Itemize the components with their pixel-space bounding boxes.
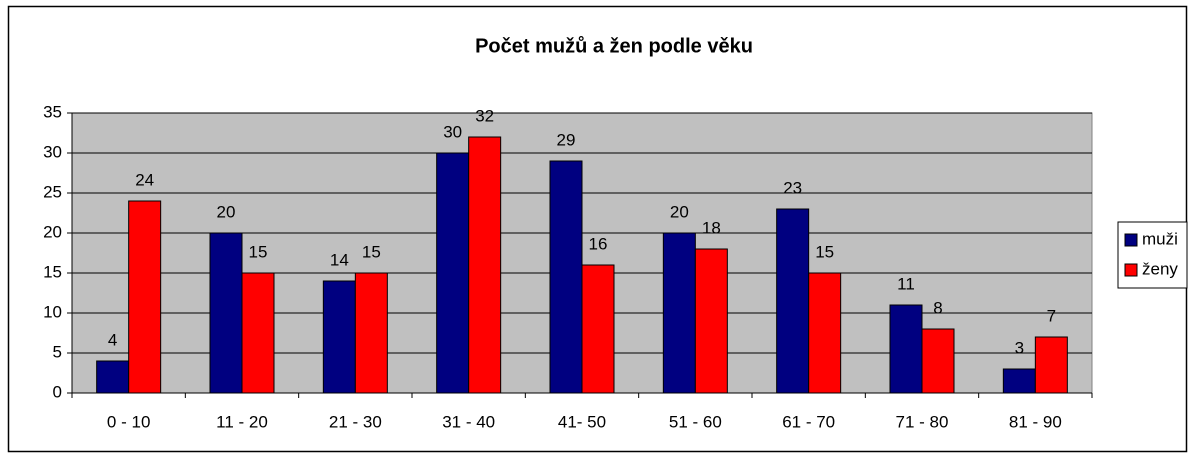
bar [128,200,162,394]
bar [96,360,130,394]
bar [581,264,615,394]
chart-title: Počet mužů a žen podle věku [475,35,753,57]
bar [662,232,696,394]
data-label: 15 [249,242,268,261]
bar [241,272,275,394]
y-tick-label: 0 [53,382,62,401]
y-tick-label: 30 [43,142,62,161]
data-label: 16 [589,234,608,253]
x-tick-label: 41- 50 [558,412,606,431]
x-tick-label: 81 - 90 [1009,412,1062,431]
bar [468,136,502,394]
y-tick-label: 15 [43,262,62,281]
data-label: 8 [933,298,942,317]
y-tick-label: 25 [43,182,62,201]
data-label: 3 [1015,338,1024,357]
x-tick-label: 61 - 70 [782,412,835,431]
data-label: 15 [362,242,381,261]
legend-swatch [1124,263,1138,277]
data-label: 7 [1047,306,1056,325]
data-label: 20 [670,202,689,221]
y-tick-label: 35 [43,102,62,121]
data-label: 4 [108,330,117,349]
bar [776,208,810,394]
bar [694,248,728,394]
data-label: 20 [217,202,236,221]
data-label: 32 [475,106,494,125]
x-tick-label: 0 - 10 [107,412,150,431]
data-label: 14 [330,250,349,269]
bar [549,160,583,394]
bar [1002,368,1036,394]
x-tick-label: 11 - 20 [216,412,268,431]
x-tick-label: 31 - 40 [442,412,495,431]
y-tick-label: 5 [53,342,62,361]
data-label: 23 [783,178,802,197]
data-label: 15 [815,242,834,261]
bar [921,328,955,394]
bar [322,280,356,394]
x-tick-label: 51 - 60 [669,412,722,431]
x-tick-label: 21 - 30 [329,412,382,431]
legend-label: muži [1142,229,1178,248]
data-label: 30 [443,122,462,141]
bar [209,232,243,394]
y-tick-label: 10 [43,302,62,321]
legend-swatch [1124,233,1138,247]
legend-label: ženy [1142,259,1178,278]
x-tick-label: 71 - 80 [896,412,949,431]
y-tick-label: 20 [43,222,62,241]
data-label: 11 [897,274,915,293]
legend-box [1117,221,1188,289]
data-label: 18 [702,218,721,237]
bar [354,272,388,394]
data-label: 29 [557,130,576,149]
data-label: 24 [135,170,154,189]
bar [889,304,923,394]
bar [1034,336,1068,394]
bar [436,152,470,394]
bar [808,272,842,394]
